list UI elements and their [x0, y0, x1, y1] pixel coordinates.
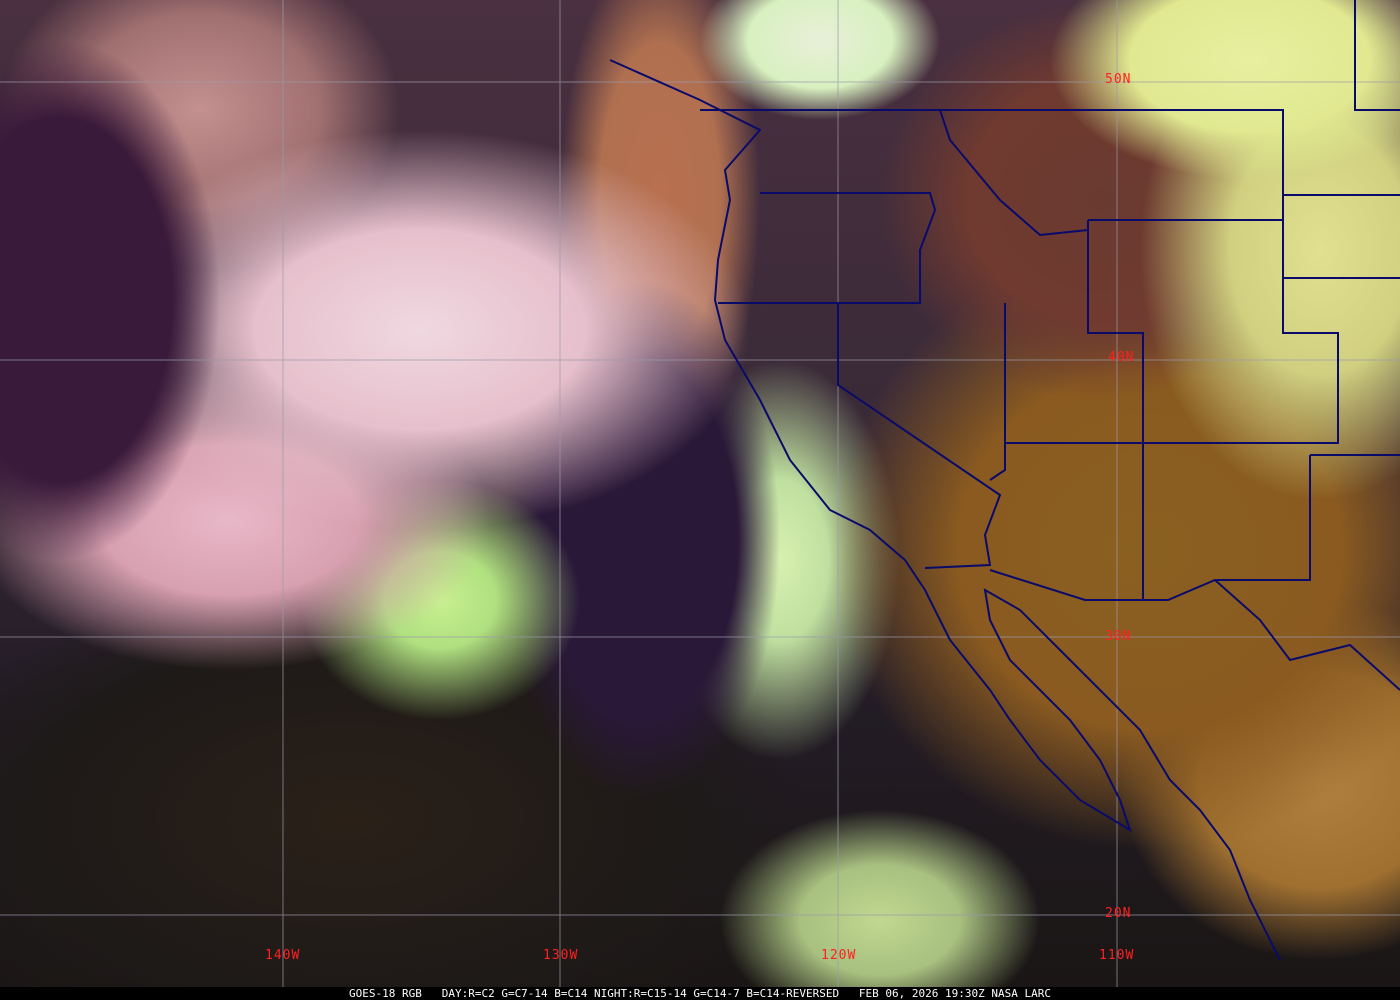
label-140w: 140W: [265, 948, 301, 963]
label-130w: 130W: [543, 948, 579, 963]
label-30n: 30N: [1105, 629, 1132, 644]
label-120w: 120W: [821, 948, 857, 963]
label-20n: 20N: [1105, 906, 1132, 921]
coastline: [609, 59, 1281, 961]
label-110w: 110W: [1099, 948, 1135, 963]
borders: [609, 0, 1400, 961]
label-40n: 40N: [1108, 350, 1135, 365]
image-caption: GOES-18 RGB DAY:R=C2 G=C7-14 B=C14 NIGHT…: [0, 987, 1400, 1000]
state-borders: [700, 0, 1400, 691]
label-50n: 50N: [1105, 72, 1132, 87]
